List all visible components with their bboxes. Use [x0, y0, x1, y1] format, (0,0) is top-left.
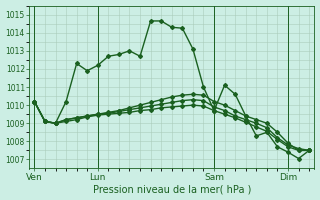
X-axis label: Pression niveau de la mer( hPa ): Pression niveau de la mer( hPa ) [92, 184, 251, 194]
